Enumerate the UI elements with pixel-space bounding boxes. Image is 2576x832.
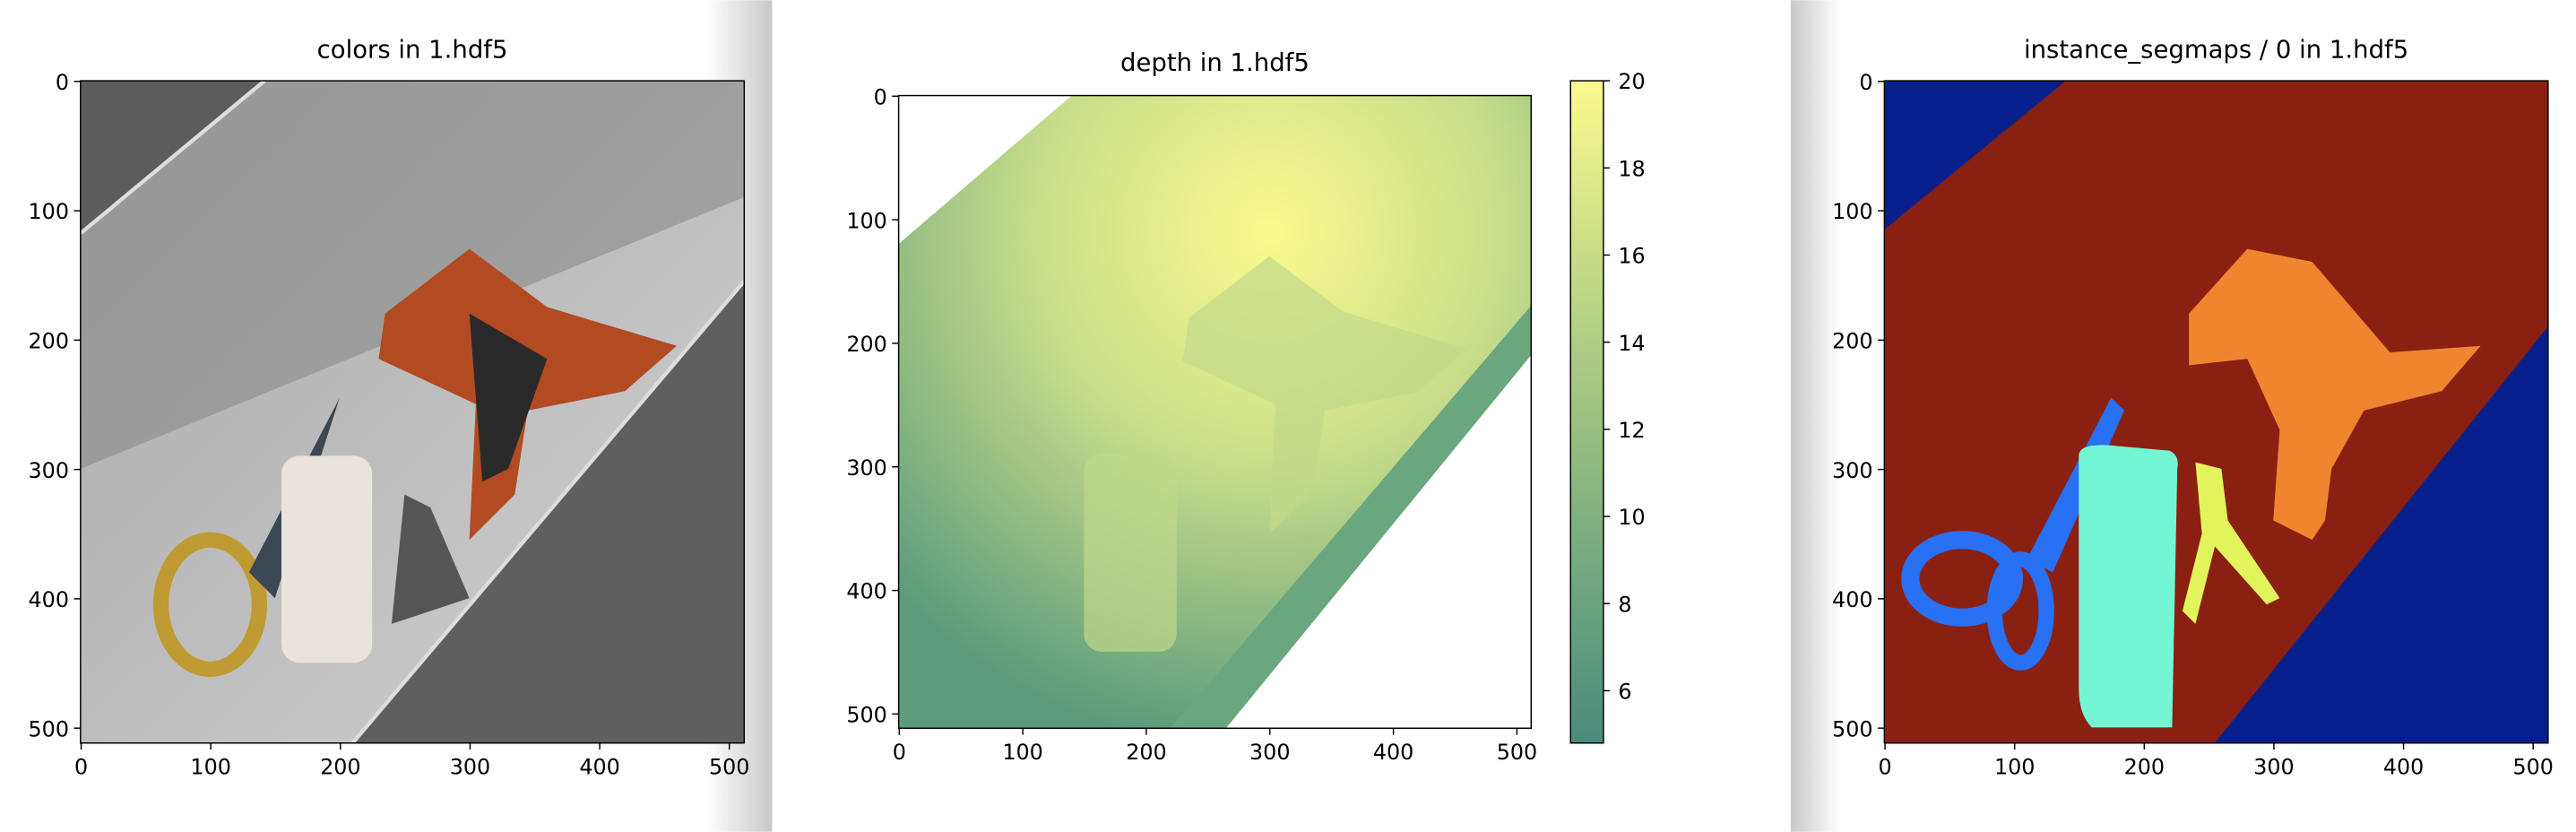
x-tick-label: 200	[320, 755, 360, 780]
y-tick-label: 400	[29, 587, 69, 612]
y-tick-label: 300	[29, 458, 69, 483]
chart-title: colors in 1.hdf5	[317, 35, 508, 64]
segmentation-image	[1884, 81, 2548, 743]
x-tick-label: 500	[1497, 740, 1537, 765]
x-tick-label: 0	[893, 740, 906, 765]
y-tick-label: 0	[1859, 70, 1872, 95]
x-tick-label: 0	[74, 755, 88, 780]
y-tick-label: 100	[1832, 199, 1872, 224]
x-tick-label: 400	[579, 755, 619, 780]
y-tick-label: 0	[874, 84, 887, 109]
colorbar-tick-label: 14	[1618, 331, 1645, 356]
depth-image	[898, 95, 1532, 729]
y-tick-label: 300	[846, 455, 886, 481]
y-tick-label: 200	[846, 332, 886, 357]
colorbar-tick-label: 18	[1618, 156, 1645, 181]
x-tick-label: 300	[450, 755, 490, 780]
colorbar-tick-label: 12	[1618, 418, 1645, 443]
colorbar-tick-label: 16	[1618, 244, 1645, 269]
y-tick-label: 500	[1832, 716, 1872, 741]
x-tick-label: 400	[2383, 755, 2424, 780]
y-tick-label: 400	[1832, 587, 1872, 612]
panel-shadow	[1790, 0, 1840, 832]
x-tick-label: 500	[2512, 755, 2553, 780]
x-tick-label: 0	[1878, 755, 1891, 780]
chart-title: instance_segmaps / 0 in 1.hdf5	[2024, 35, 2408, 64]
axes-frame	[897, 94, 1533, 729]
y-tick-label: 500	[29, 716, 69, 741]
x-tick-label: 200	[2124, 755, 2165, 780]
colorbar-tick-label: 10	[1618, 505, 1645, 530]
x-tick-label: 500	[709, 755, 749, 780]
y-tick-label: 200	[1832, 329, 1872, 354]
x-tick-label: 100	[1994, 755, 2035, 780]
chart-title: depth in 1.hdf5	[1120, 48, 1310, 77]
y-tick-label: 300	[1832, 458, 1872, 483]
x-tick-label: 200	[1126, 740, 1166, 765]
y-tick-label: 0	[56, 70, 69, 95]
colorbar	[1570, 81, 1604, 743]
x-tick-label: 300	[2253, 755, 2294, 780]
y-tick-label: 200	[29, 329, 69, 354]
y-tick-label: 100	[29, 199, 69, 224]
y-tick-label: 400	[846, 579, 886, 604]
colorbar-tick-label: 20	[1618, 69, 1645, 94]
rgb-image	[79, 79, 746, 745]
x-tick-label: 100	[1002, 740, 1042, 765]
colorbar-tick-label: 8	[1618, 592, 1631, 617]
x-tick-label: 100	[190, 755, 230, 780]
y-tick-label: 500	[846, 703, 886, 728]
colorbar-tick-label: 6	[1618, 680, 1631, 705]
y-tick-label: 100	[846, 208, 886, 233]
axes-frame	[80, 80, 746, 744]
axes-frame	[1883, 80, 2549, 744]
x-tick-label: 400	[1373, 740, 1413, 765]
colorbar-frame	[1569, 80, 1604, 744]
x-tick-label: 300	[1249, 740, 1290, 765]
